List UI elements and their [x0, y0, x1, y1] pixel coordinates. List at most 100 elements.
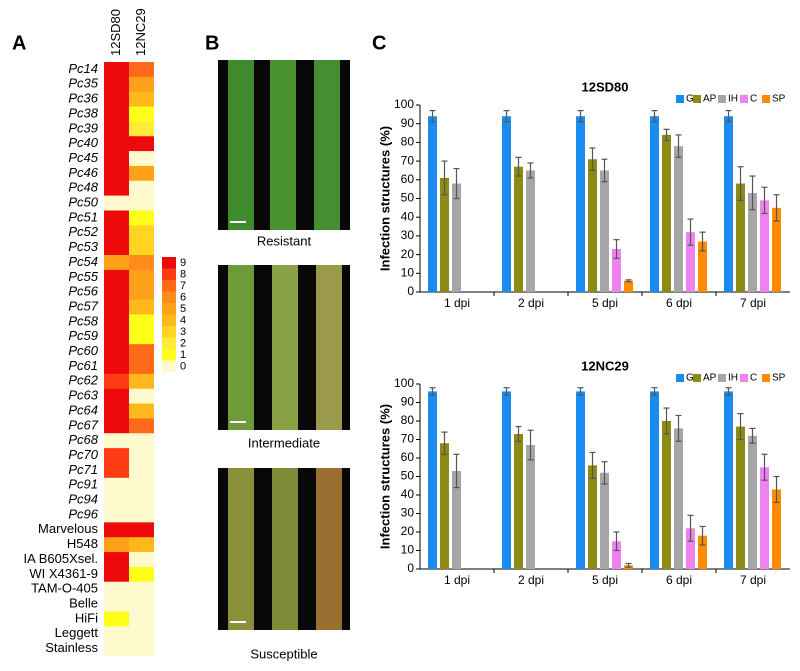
legend-label: C: [750, 373, 757, 384]
row-label: Pc39: [68, 120, 98, 135]
colorbar-swatch: [162, 303, 176, 315]
panel-label: C: [372, 32, 386, 54]
row-label: Stainless: [45, 640, 98, 655]
x-tick-label: 1 dpi: [444, 573, 470, 587]
heatmap-cell: [129, 373, 154, 389]
chart-title: 12SD80: [582, 79, 629, 94]
bar: [600, 472, 609, 569]
x-tick-label: 2 dpi: [518, 296, 544, 310]
y-tick-label: 100: [394, 376, 414, 390]
colorbar-swatch: [162, 349, 176, 361]
heatmap-cell: [104, 165, 129, 182]
heatmap-cell: [129, 566, 154, 583]
heatmap-cell: [104, 433, 129, 449]
colorbar-label: 8: [180, 268, 186, 280]
heatmap-cell: [104, 314, 129, 330]
row-label: TAM-O-405: [31, 581, 98, 596]
column-label: 12NC29: [133, 8, 148, 56]
y-tick-label: 80: [401, 413, 415, 427]
row-label: Pc57: [68, 298, 98, 313]
heatmap-cell: [104, 626, 129, 642]
x-tick-label: 1 dpi: [444, 296, 470, 310]
row-label: H548: [67, 536, 98, 551]
row-label: Pc50: [68, 195, 98, 210]
row-label: Pc94: [68, 492, 98, 507]
heatmap-cell: [104, 269, 129, 286]
row-label: Marvelous: [38, 521, 98, 536]
heatmap-cell: [104, 106, 129, 122]
row-label: Pc96: [68, 506, 98, 521]
bar: [428, 116, 437, 292]
bar: [612, 248, 621, 292]
heatmap-cell: [104, 359, 129, 375]
y-tick-label: 40: [401, 209, 415, 223]
heatmap-cell: [104, 566, 129, 583]
row-label: Pc45: [68, 150, 98, 165]
bar: [502, 391, 511, 569]
bar: [502, 116, 511, 292]
y-tick-label: 0: [407, 284, 414, 298]
colorbar-label: 9: [180, 257, 186, 269]
row-label: Pc64: [68, 402, 98, 417]
row-label: WI X4361-9: [29, 566, 98, 581]
column-label: 12SD80: [108, 9, 123, 56]
row-label: Pc36: [68, 91, 98, 106]
heatmap-cell: [104, 299, 129, 315]
heatmap-cell: [129, 314, 154, 330]
heatmap-cell: [104, 448, 129, 464]
y-tick-label: 80: [401, 135, 415, 149]
y-tick-label: 60: [401, 172, 415, 186]
heatmap-cell: [104, 388, 129, 404]
heatmap-cell: [129, 210, 154, 226]
heatmap-cell: [129, 492, 154, 508]
heatmap-cell: [104, 91, 129, 107]
heatmap-cell: [104, 462, 129, 479]
heatmap-cell: [129, 552, 154, 568]
row-label: Pc59: [68, 328, 98, 343]
heatmap-cell: [129, 329, 154, 345]
colorbar-label: 5: [180, 303, 186, 315]
legend-swatch: [718, 95, 726, 103]
colorbar-label: 0: [180, 360, 186, 372]
y-tick-label: 10: [401, 543, 415, 557]
row-label: Pc53: [68, 239, 98, 254]
colorbar-swatch: [162, 326, 176, 338]
y-tick-label: 10: [401, 265, 415, 279]
heatmap-cell: [129, 269, 154, 286]
row-label: Pc56: [68, 284, 98, 299]
photo-label: Resistant: [257, 233, 312, 248]
row-label: Pc14: [68, 61, 98, 76]
x-tick-label: 6 dpi: [666, 573, 692, 587]
heatmap-cell: [129, 225, 154, 241]
bar: [514, 166, 523, 292]
x-tick-label: 5 dpi: [592, 296, 618, 310]
bar: [724, 116, 733, 292]
y-tick-label: 90: [401, 116, 415, 130]
heatmap-cell: [104, 492, 129, 508]
bar: [674, 428, 683, 569]
colorbar-swatch: [162, 268, 176, 280]
heatmap-cell: [104, 240, 129, 256]
y-tick-label: 0: [407, 561, 414, 575]
heatmap-cell: [129, 106, 154, 122]
heatmap-cell: [104, 255, 129, 271]
heatmap-cell: [104, 418, 129, 434]
row-label: Pc68: [68, 432, 98, 447]
y-axis-label: Infection structures (%): [377, 126, 392, 271]
row-label: Pc67: [68, 417, 98, 432]
legend-label: IH: [728, 94, 738, 105]
heatmap-cell: [129, 522, 154, 538]
heatmap-cell: [104, 62, 129, 78]
bar: [662, 134, 671, 292]
heatmap-cell: [129, 626, 154, 642]
bar: [760, 200, 769, 292]
row-label: Pc63: [68, 388, 98, 403]
legend-label: SP: [772, 373, 786, 384]
bar: [526, 170, 535, 292]
bar: [624, 280, 633, 292]
legend-label: C: [750, 94, 757, 105]
heatmap-cell: [129, 359, 154, 375]
heatmap-cell: [104, 537, 129, 553]
colorbar-label: 2: [180, 337, 186, 349]
y-tick-label: 30: [401, 506, 415, 520]
